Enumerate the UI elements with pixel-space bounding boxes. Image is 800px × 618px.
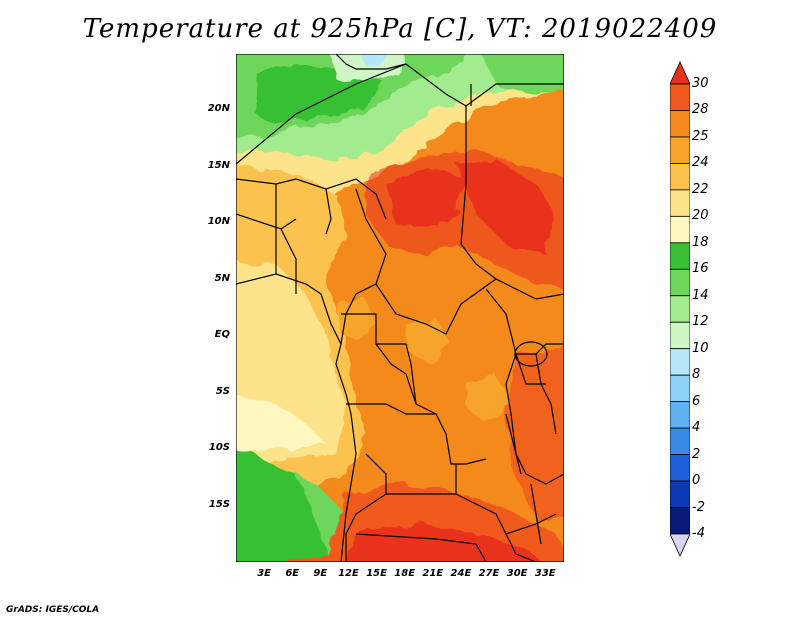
- lat-tick-label: EQ: [214, 329, 230, 341]
- temperature-map: [236, 54, 564, 562]
- colorbar-level-label: 14: [692, 287, 709, 303]
- colorbar-level-label: 20: [692, 208, 709, 224]
- temperature-field: [236, 54, 564, 562]
- lat-tick-label: 15S: [208, 498, 230, 510]
- lon-tick-label: 6E: [285, 568, 300, 579]
- lat-tick-label: 10S: [208, 442, 230, 454]
- credit-text: GrADS: IGES/COLA: [6, 605, 100, 615]
- colorbar-swatch: [670, 374, 690, 403]
- colorbar-level-label: 16: [692, 261, 709, 277]
- colorbar-level-label: 4: [692, 420, 701, 436]
- colorbar-swatch: [670, 242, 690, 270]
- colorbar-swatch: [670, 427, 690, 455]
- lon-tick-label: 30E: [506, 568, 528, 579]
- colorbar-swatch: [670, 215, 690, 244]
- colorbar-swatch: [670, 507, 690, 535]
- lon-tick-label: 27E: [478, 568, 500, 579]
- colorbar-swatch: [670, 348, 690, 376]
- colorbar-level-label: 24: [692, 155, 709, 171]
- colorbar-cap-top: [670, 61, 690, 85]
- lat-tick-label: 20N: [207, 103, 230, 115]
- colorbar-level-label: 2: [692, 446, 701, 462]
- colorbar-level-label: -4: [692, 526, 705, 541]
- lon-tick-label: 9E: [313, 568, 328, 579]
- colorbar-swatch: [670, 189, 690, 217]
- lat-tick-label: 10N: [207, 216, 230, 228]
- colorbar-swatch: [670, 401, 690, 429]
- lon-tick-label: 15E: [366, 568, 387, 579]
- colorbar-swatch: [670, 321, 690, 350]
- lat-tick-label: 15N: [207, 159, 230, 171]
- colorbar-level-label: 18: [692, 234, 709, 250]
- colorbar-swatch: [670, 83, 690, 111]
- colorbar-swatch: [670, 295, 690, 323]
- lon-tick-label: 33E: [534, 568, 556, 579]
- lat-tick-label: 5S: [215, 385, 230, 397]
- colorbar-level-label: 8: [692, 367, 701, 383]
- colorbar-level-label: 0: [692, 473, 701, 489]
- lon-tick-label: 21E: [422, 568, 444, 579]
- map-panel: [236, 54, 564, 562]
- country-borders: [236, 54, 564, 562]
- lon-tick-label: 24E: [450, 568, 472, 579]
- lon-tick-label: 12E: [338, 568, 359, 579]
- colorbar-level-label: 6: [692, 393, 701, 409]
- colorbar-swatch: [670, 110, 690, 138]
- colorbar-level-label: 25: [692, 128, 709, 144]
- colorbar-swatch: [670, 136, 690, 164]
- lon-tick-label: 18E: [394, 568, 416, 579]
- colorbar: [670, 61, 690, 557]
- colorbar-swatch: [670, 480, 690, 508]
- colorbar-level-label: 22: [692, 181, 709, 197]
- colorbar-swatch: [670, 454, 690, 482]
- lon-tick-label: 3E: [257, 568, 271, 579]
- colorbar-swatch: [670, 268, 690, 297]
- colorbar-level-label: 10: [692, 340, 709, 356]
- colorbar-level-label: 28: [692, 102, 709, 118]
- chart-title: Temperature at 925hPa [C], VT: 201902240…: [82, 14, 718, 44]
- colorbar-level-label: 30: [692, 76, 709, 91]
- colorbar-swatch: [670, 163, 690, 191]
- lat-tick-label: 5N: [214, 272, 230, 284]
- colorbar-level-label: -2: [692, 499, 705, 515]
- colorbar-level-label: 12: [692, 314, 709, 330]
- colorbar-cap-bottom: [670, 533, 690, 557]
